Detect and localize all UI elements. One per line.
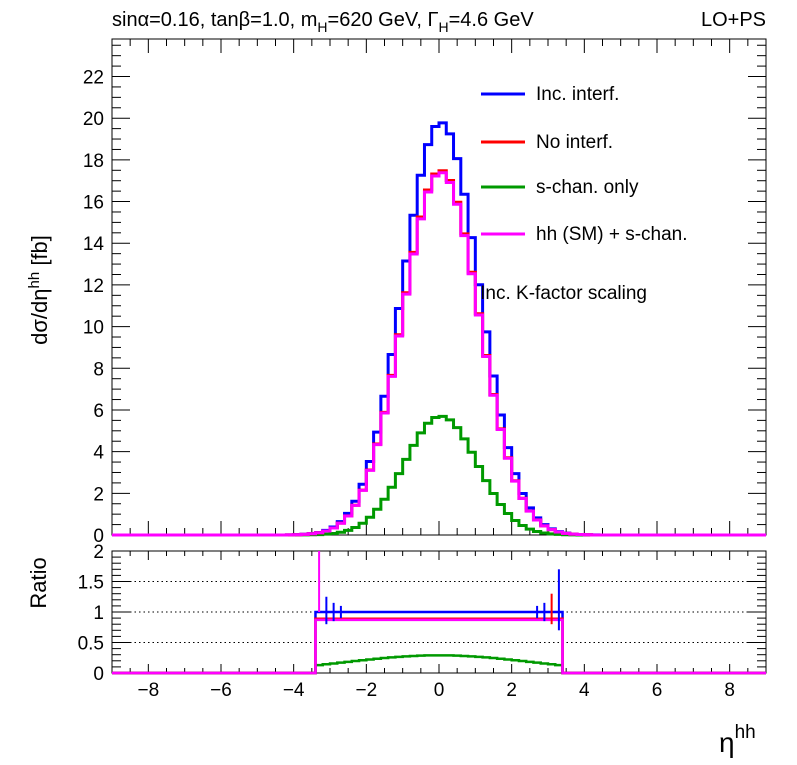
ratio-tick-label: 1 <box>93 603 104 624</box>
y-tick-label: 4 <box>93 443 104 464</box>
legend-label: No interf. <box>536 132 613 153</box>
main-plot-frame <box>111 38 767 536</box>
x-tick-label: −2 <box>355 680 377 701</box>
ratio-gridlines <box>112 581 766 643</box>
y-tick-label: 10 <box>83 318 104 339</box>
series-line-2 <box>112 414 766 537</box>
annotation-kfactor: Inc. K-factor scaling <box>480 283 647 304</box>
legend-label: Inc. interf. <box>536 84 619 105</box>
ratio-lines <box>112 551 766 675</box>
y-tick-label: 12 <box>83 276 104 297</box>
ratio-tick-labels: 0 0.5 1 1.5 2 <box>78 542 104 685</box>
chart-title: sinα=0.16, tanβ=1.0, mH=620 GeV, ΓH=4.6 … <box>112 9 534 35</box>
x-tick-label: 6 <box>652 680 663 701</box>
x-tick-label: 2 <box>506 680 517 701</box>
axis-ticks <box>111 39 767 674</box>
y-tick-labels: 0 2 4 6 8 10 12 14 16 18 20 22 <box>83 68 105 547</box>
x-tick-labels: −8 −6 −4 −2 0 2 4 6 8 <box>137 680 734 701</box>
y-tick-label: 18 <box>83 151 104 172</box>
x-tick-label: 4 <box>579 680 590 701</box>
ratio-axis-label: Ratio <box>26 557 51 608</box>
series-lines <box>112 121 766 537</box>
x-tick-label: −6 <box>210 680 232 701</box>
x-tick-label: −4 <box>283 680 305 701</box>
y-axis-label: dσ/dηhh [fb] <box>26 235 52 345</box>
y-tick-label: 8 <box>93 359 104 380</box>
y-tick-label: 6 <box>93 401 104 422</box>
y-tick-label: 22 <box>83 68 104 89</box>
x-tick-label: 8 <box>724 680 735 701</box>
x-tick-label: 0 <box>434 680 445 701</box>
x-axis-label: ηhh <box>719 722 756 758</box>
legend-label: s-chan. only <box>536 177 639 198</box>
y-tick-label: 2 <box>93 484 104 505</box>
legend: Inc. interf. No interf. s-chan. only hh (SM… <box>481 84 688 245</box>
ratio-tick-label: 2 <box>93 542 104 563</box>
ratio-tick-label: 1.5 <box>78 573 104 594</box>
y-tick-label: 0 <box>93 526 104 547</box>
ratio-tick-label: 0 <box>93 664 104 685</box>
series-line-3 <box>112 171 766 537</box>
x-tick-label: −8 <box>137 680 159 701</box>
series-line-0 <box>112 121 766 537</box>
ratio-tick-label: 0.5 <box>78 634 104 655</box>
y-tick-label: 14 <box>83 234 105 255</box>
chart-title-right: LO+PS <box>701 9 766 31</box>
legend-label: hh (SM) + s-chan. <box>536 224 688 245</box>
y-tick-label: 20 <box>83 109 104 130</box>
ratio-line-3 <box>112 618 766 675</box>
y-tick-label: 16 <box>83 193 104 214</box>
